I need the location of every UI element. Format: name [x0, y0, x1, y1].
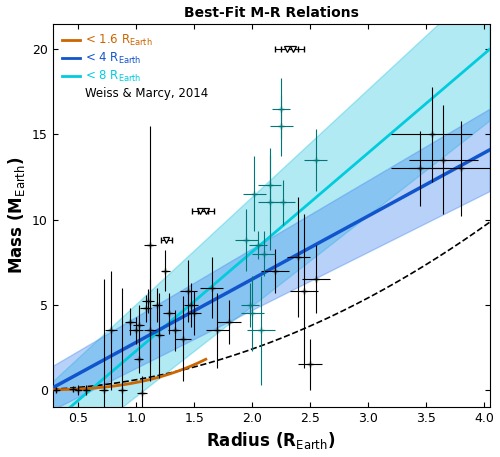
- Legend: < 1.6 R$_{\rm Earth}$, < 4 R$_{\rm Earth}$, < 8 R$_{\rm Earth}$, Weiss & Marcy, : < 1.6 R$_{\rm Earth}$, < 4 R$_{\rm Earth…: [58, 28, 212, 105]
- X-axis label: Radius (R$_{\rm Earth}$): Radius (R$_{\rm Earth}$): [206, 430, 336, 452]
- Title: Best-Fit M-R Relations: Best-Fit M-R Relations: [184, 5, 358, 20]
- Y-axis label: Mass (M$_{\rm Earth}$): Mass (M$_{\rm Earth}$): [6, 156, 26, 274]
